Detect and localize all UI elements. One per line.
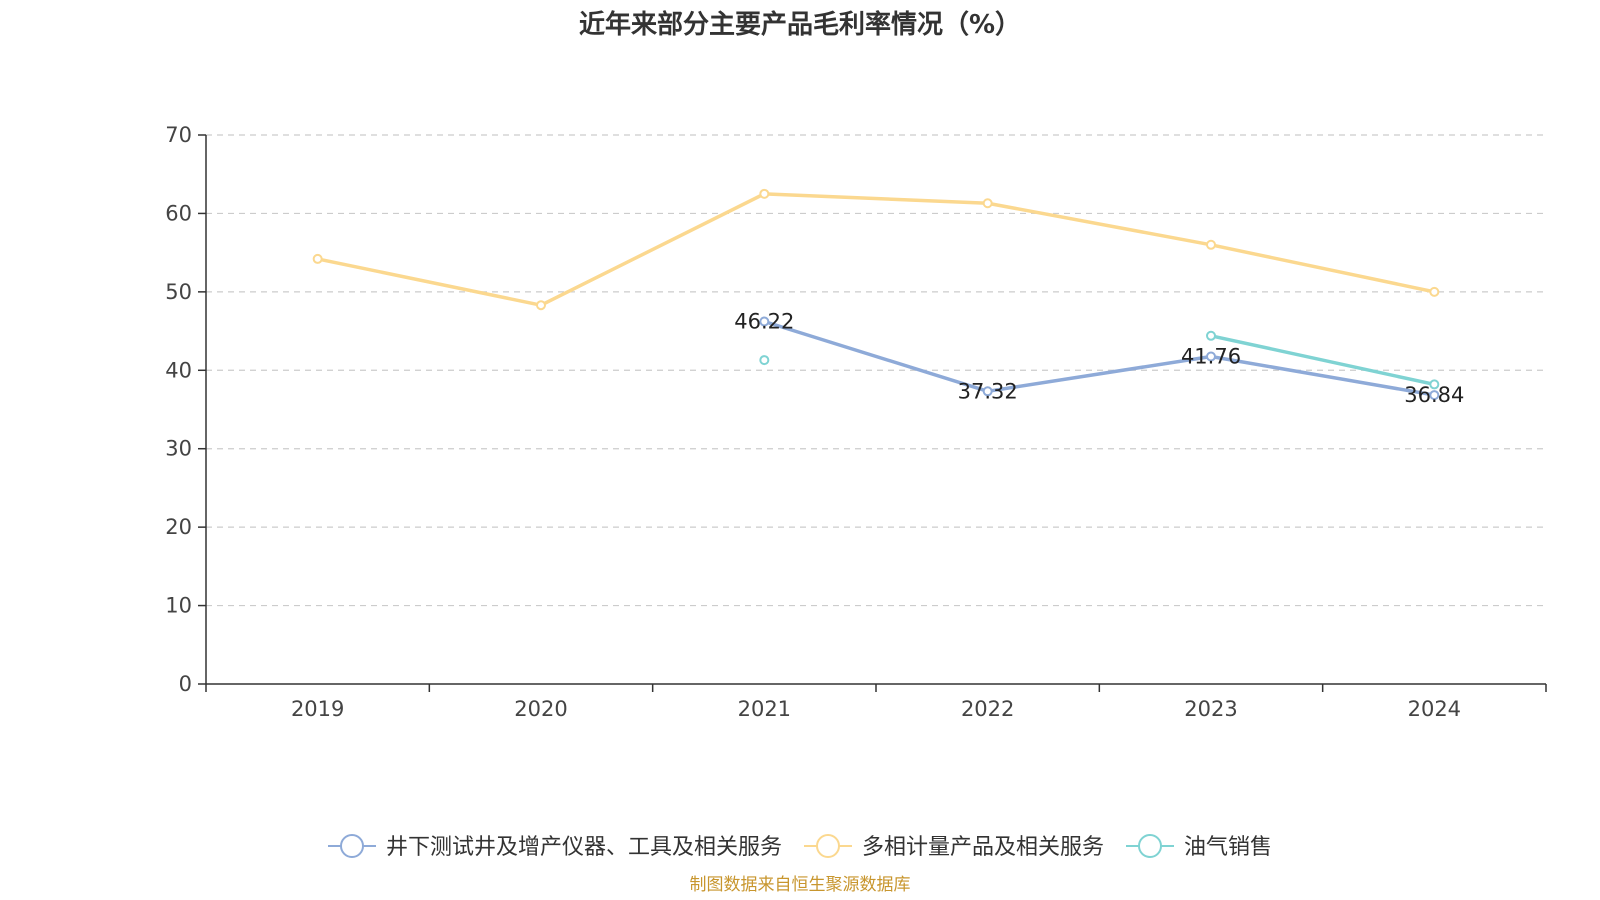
legend-label: 井下测试井及增产仪器、工具及相关服务 [386,835,782,860]
series-2-segment [1209,334,1437,387]
series-1-point-2024[interactable] [1429,286,1440,297]
y-tick-label: 70 [165,123,192,147]
series-0-segment [1209,354,1437,397]
series-0-point-2022[interactable] [982,386,993,397]
series-0-segment [985,354,1213,394]
y-tick-label: 10 [165,594,192,618]
series-1-point-2019[interactable] [312,253,323,264]
grid-lines [206,134,1546,607]
x-tick-label-2021: 2021 [738,697,791,721]
y-tick-label: 60 [165,201,192,225]
legend-label: 多相计量产品及相关服务 [862,835,1104,860]
series-1-segment [762,192,990,205]
series-1-segment [985,201,1213,247]
series-1-segment [1209,243,1437,294]
x-tick-label-2020: 2020 [514,697,567,721]
legend-item-1[interactable]: 多相计量产品及相关服务 [804,834,1104,860]
series-layer [312,188,1440,401]
series-0-point-2024[interactable] [1429,390,1440,401]
series-2 [759,330,1440,390]
x-tick-label-2019: 2019 [291,697,344,721]
legend-circle-icon [816,834,840,858]
series-2-point-2023[interactable] [1206,330,1216,341]
y-tick-label: 0 [179,672,192,696]
series-1-point-2020[interactable] [536,300,546,311]
series-0 [759,316,1440,401]
chart-title: 近年来部分主要产品毛利率情况（%） [579,9,1021,40]
y-tick-label: 20 [165,515,192,539]
series-0-segment [762,319,990,394]
axes: 0 10 20 30 40 50 60 70 2019 2020 2021 2022 2023 2024 [165,123,1547,721]
series-0-point-2021[interactable] [759,316,770,327]
series-1-point-2022[interactable] [982,198,993,209]
data-label-2023: 41.76 [1181,344,1241,368]
y-tick-label: 50 [165,280,192,304]
series-2-point-2024[interactable] [1429,379,1440,390]
series-2-point-2021[interactable] [759,355,770,366]
x-tick-label-2024: 2024 [1408,697,1461,721]
data-labels: 46.22 37.32 41.76 36.84 [734,310,1464,408]
data-label-2024: 36.84 [1404,383,1464,407]
y-tick-label: 30 [165,437,192,461]
legend-item-0[interactable]: 井下测试井及增产仪器、工具及相关服务 [328,834,782,860]
y-tick-label: 40 [165,358,192,382]
legend: 井下测试井及增产仪器、工具及相关服务 多相计量产品及相关服务 油气销售 [328,834,1272,860]
series-1-point-2021[interactable] [759,188,770,199]
legend-circle-icon [340,834,364,858]
data-label-2021: 46.22 [734,310,794,334]
legend-item-2[interactable]: 油气销售 [1126,834,1272,860]
series-1-point-2023[interactable] [1206,239,1216,250]
legend-label: 油气销售 [1184,835,1272,860]
series-1-segment [315,257,543,307]
x-tick-label-2023: 2023 [1184,697,1237,721]
legend-circle-icon [1138,834,1162,858]
x-tick-label-2022: 2022 [961,697,1014,721]
source-note: 制图数据来自恒生聚源数据库 [690,875,911,895]
series-1-segment [539,192,767,307]
series-0-point-2023[interactable] [1206,351,1216,362]
data-label-2022: 37.32 [958,379,1018,403]
series-1 [312,188,1440,311]
